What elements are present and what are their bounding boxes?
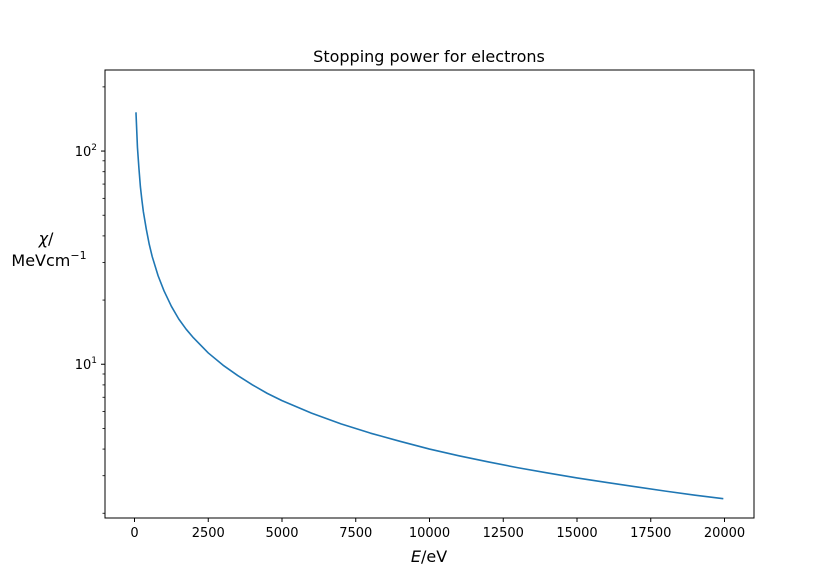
y-tick-label-exponent: 1 [91, 356, 97, 366]
y-tick-label-exponent: 2 [91, 143, 97, 153]
y-axis-unit: MeVcm [11, 251, 70, 270]
series-line [135, 112, 724, 500]
y-axis-slash: / [48, 229, 54, 248]
y-axis-variable: χ [38, 229, 49, 248]
x-tick-label: 17500 [630, 526, 671, 541]
x-tick-label: 15000 [556, 526, 597, 541]
x-axis-unit: /eV [421, 547, 447, 566]
y-axis-title-line1: χ/ [38, 229, 54, 248]
x-tick-label: 10000 [409, 526, 450, 541]
chart-title: Stopping power for electrons [313, 47, 545, 66]
x-tick-label: 7500 [339, 526, 372, 541]
y-tick-label: 102 [75, 143, 97, 160]
x-tick-label: 20000 [704, 526, 745, 541]
x-axis-variable: E [411, 547, 422, 566]
x-axis-ticks: 0 2500 5000 7500 10000 12500 15000 17500 20000 [130, 518, 745, 541]
x-tick-label: 0 [130, 526, 138, 541]
y-tick-label: 101 [75, 356, 97, 373]
x-tick-label: 5000 [265, 526, 298, 541]
series-layer [135, 112, 724, 500]
x-axis-title: E/eV [411, 547, 447, 566]
x-tick-label: 2500 [192, 526, 225, 541]
y-tick-label-base: 10 [75, 358, 92, 373]
y-axis-title: χ/ MeVcm−1 [11, 229, 86, 270]
y-axis-title-line2: MeVcm−1 [11, 249, 86, 270]
y-tick-label-base: 10 [75, 145, 92, 160]
y-axis-unit-exponent: −1 [70, 249, 86, 262]
x-tick-label: 12500 [483, 526, 524, 541]
